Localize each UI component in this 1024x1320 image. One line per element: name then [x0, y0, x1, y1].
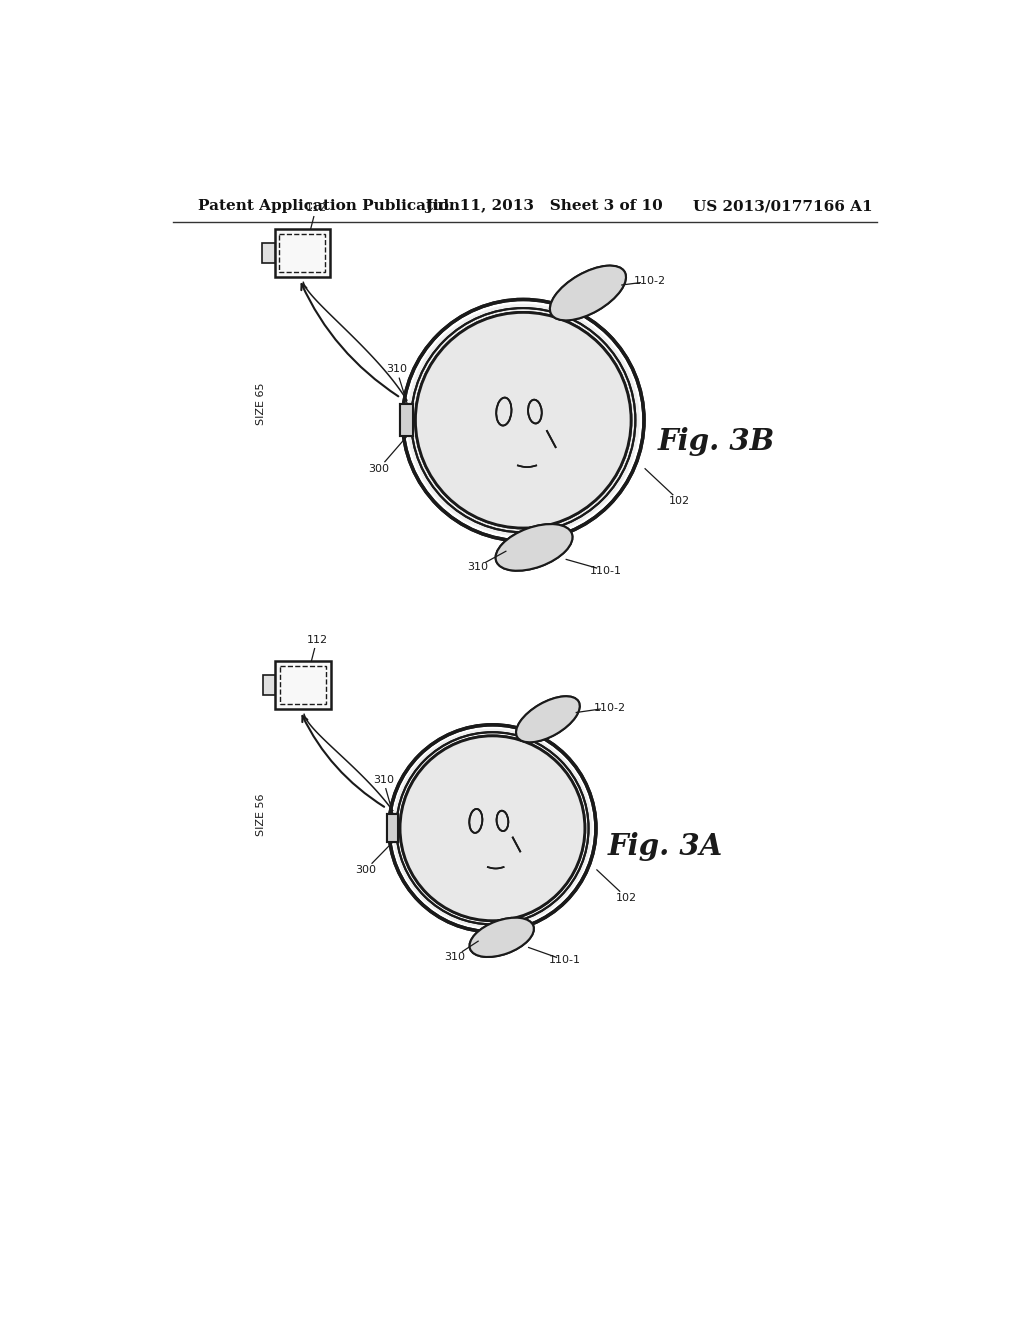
- Text: 110-1: 110-1: [549, 956, 582, 965]
- Bar: [400, 404, 414, 437]
- Text: 112: 112: [305, 203, 327, 213]
- Bar: [263, 675, 275, 696]
- Text: 310: 310: [444, 952, 465, 961]
- Bar: [280, 234, 326, 272]
- Text: 102: 102: [669, 496, 690, 506]
- Text: SIZE 56: SIZE 56: [256, 793, 266, 836]
- Ellipse shape: [496, 524, 572, 570]
- Bar: [400, 404, 414, 437]
- Text: 300: 300: [355, 865, 376, 875]
- Bar: [387, 814, 398, 842]
- Bar: [274, 230, 330, 277]
- Text: 110-2: 110-2: [594, 702, 626, 713]
- Circle shape: [392, 729, 592, 928]
- Text: 112: 112: [306, 635, 328, 644]
- Bar: [262, 243, 274, 263]
- Circle shape: [416, 313, 631, 528]
- Text: 110-1: 110-1: [590, 565, 622, 576]
- Ellipse shape: [550, 265, 626, 321]
- Text: Fig. 3B: Fig. 3B: [658, 428, 775, 457]
- Text: Patent Application Publication: Patent Application Publication: [199, 199, 461, 213]
- Text: Fig. 3A: Fig. 3A: [608, 833, 723, 861]
- Ellipse shape: [516, 696, 580, 742]
- Ellipse shape: [470, 917, 534, 957]
- Text: Jul. 11, 2013   Sheet 3 of 10: Jul. 11, 2013 Sheet 3 of 10: [425, 199, 663, 213]
- Circle shape: [400, 737, 585, 921]
- Text: 310: 310: [373, 775, 394, 785]
- Ellipse shape: [550, 265, 626, 321]
- Ellipse shape: [516, 696, 580, 742]
- Text: US 2013/0177166 A1: US 2013/0177166 A1: [692, 199, 872, 213]
- Bar: [387, 814, 398, 842]
- Text: 310: 310: [467, 561, 488, 572]
- Text: 300: 300: [369, 463, 389, 474]
- Circle shape: [416, 313, 631, 528]
- Ellipse shape: [470, 917, 534, 957]
- Bar: [275, 661, 331, 709]
- Text: SIZE 65: SIZE 65: [256, 383, 265, 425]
- Text: 310: 310: [386, 364, 407, 375]
- Text: 110-2: 110-2: [634, 276, 666, 286]
- Circle shape: [400, 737, 585, 921]
- Circle shape: [416, 313, 631, 528]
- Ellipse shape: [496, 524, 572, 570]
- Bar: [280, 665, 326, 705]
- Circle shape: [407, 304, 640, 537]
- Text: 102: 102: [615, 892, 637, 903]
- Circle shape: [400, 737, 585, 921]
